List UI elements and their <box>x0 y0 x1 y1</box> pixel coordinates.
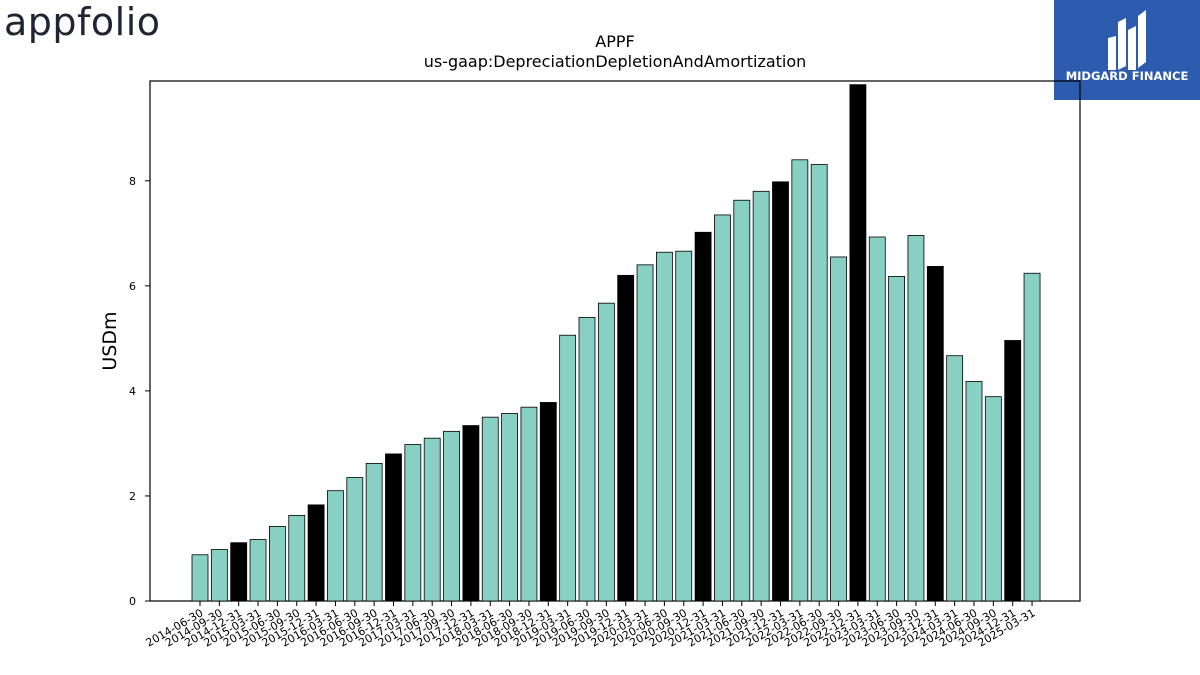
bar <box>443 430 460 602</box>
bar <box>907 235 925 602</box>
bar <box>288 514 306 602</box>
bar <box>327 490 344 602</box>
bar <box>191 554 209 602</box>
midgard-logo-icon <box>1108 10 1146 70</box>
y-tick-label: 8 <box>129 175 136 188</box>
bar <box>926 266 944 602</box>
y-tick-label: 6 <box>129 280 136 293</box>
bar <box>268 526 286 602</box>
y-tick-label: 2 <box>129 490 136 503</box>
bar <box>249 539 267 602</box>
bar <box>656 251 673 602</box>
bar <box>636 264 654 602</box>
bar <box>520 406 538 602</box>
bar <box>578 316 596 602</box>
chart-subtitle: us-gaap:DepreciationDepletionAndAmortiza… <box>423 52 807 71</box>
bar <box>965 381 983 602</box>
bar <box>791 159 809 602</box>
badge-text: MIDGARD FINANCE <box>1065 69 1189 83</box>
bar <box>1023 272 1041 602</box>
bar <box>888 275 905 602</box>
y-tick-label: 0 <box>129 595 136 608</box>
bar <box>733 199 751 602</box>
bar <box>617 274 635 602</box>
bar <box>404 444 422 602</box>
bar <box>501 413 519 602</box>
plot-frame <box>149 80 1081 602</box>
bar <box>307 504 325 602</box>
bar <box>714 214 731 602</box>
bar <box>772 181 789 602</box>
appfolio-logo: appfolio <box>4 0 161 44</box>
y-tick-label: 4 <box>129 385 136 398</box>
bar <box>346 477 364 602</box>
midgard-finance-badge: MIDGARD FINANCE <box>1054 0 1200 100</box>
bar <box>597 302 615 602</box>
bar <box>849 84 867 602</box>
bar <box>1004 340 1022 602</box>
bar <box>539 402 557 602</box>
bar <box>385 453 402 602</box>
bar <box>868 236 886 602</box>
bar <box>230 542 248 602</box>
bar <box>675 250 693 602</box>
bar <box>365 462 383 602</box>
bar <box>810 164 828 602</box>
bar <box>752 190 770 602</box>
bar <box>984 396 1002 602</box>
bar <box>559 334 577 602</box>
bar <box>481 416 499 602</box>
bar <box>462 425 480 602</box>
y-axis-label: USDm <box>99 311 121 370</box>
bar <box>423 437 441 602</box>
bar <box>210 549 228 602</box>
bar <box>694 231 712 602</box>
bar <box>946 355 964 602</box>
bar <box>830 256 847 602</box>
chart-title: APPF <box>595 32 635 51</box>
